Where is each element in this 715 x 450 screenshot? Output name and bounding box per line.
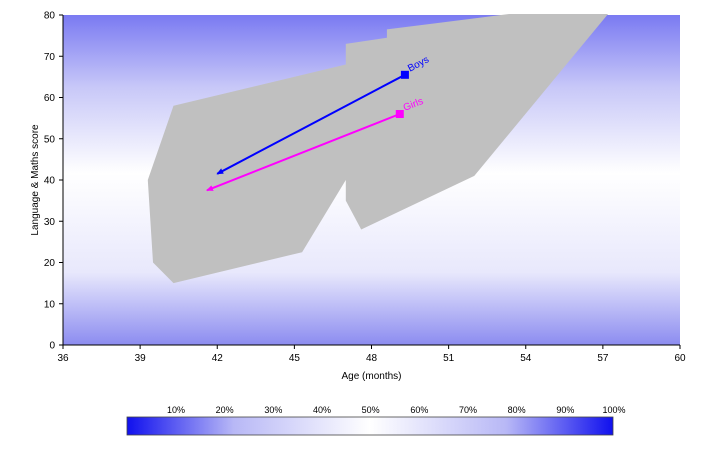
- boys-start-marker: [400, 70, 409, 79]
- boys-series-line: [216, 73, 406, 175]
- y-tick-label: 0: [49, 341, 55, 352]
- y-tick-label: 80: [44, 11, 56, 22]
- y-tick-label: 40: [44, 176, 56, 187]
- x-tick-label: 42: [212, 353, 224, 364]
- girls-start-marker: [395, 110, 404, 118]
- legend-gradient-bar: [126, 416, 614, 436]
- y-tick-label: 30: [44, 217, 56, 228]
- x-tick-label: 39: [135, 353, 147, 364]
- legend-label: 60%: [410, 405, 428, 415]
- legend-label: 100%: [602, 405, 625, 415]
- legend-label: 40%: [313, 405, 331, 415]
- y-tick-label: 10: [44, 299, 56, 310]
- x-tick-label: 57: [597, 353, 609, 364]
- legend-label: 80%: [508, 405, 526, 415]
- x-tick-label: 45: [289, 353, 301, 364]
- girls-series-line: [206, 113, 401, 192]
- x-tick-label: 36: [57, 353, 69, 364]
- legend-label: 50%: [362, 405, 380, 415]
- y-tick-label: 50: [44, 134, 56, 145]
- legend-label: 20%: [216, 405, 234, 415]
- x-axis-title: Age (months): [341, 371, 401, 382]
- legend-label: 70%: [459, 405, 477, 415]
- y-tick-label: 60: [44, 93, 56, 104]
- x-tick-label: 48: [366, 353, 378, 364]
- y-tick-label: 70: [44, 52, 56, 63]
- x-tick-label: 51: [443, 353, 455, 364]
- legend-label: 90%: [556, 405, 574, 415]
- y-axis-title: Language & Maths score: [30, 124, 41, 236]
- x-tick-label: 60: [674, 353, 686, 364]
- y-tick-label: 20: [44, 258, 56, 269]
- legend-label: 10%: [167, 405, 185, 415]
- x-tick-label: 54: [520, 353, 532, 364]
- grey-region: [147, 14, 609, 284]
- legend-label: 30%: [264, 405, 282, 415]
- density-legend: 10% 20% 30% 40% 50% 60% 70% 80% 90% 100%: [126, 405, 626, 436]
